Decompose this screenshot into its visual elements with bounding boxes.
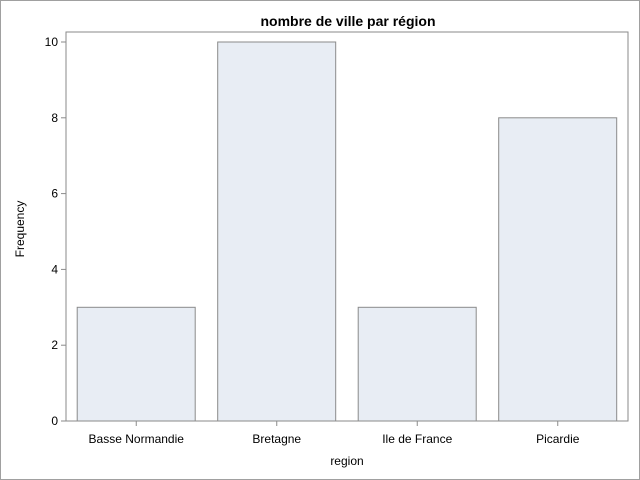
x-axis-ticks: Basse Normandie Bretagne Ile de France Pica… — [89, 421, 580, 446]
bar-ile-de-france — [357, 306, 477, 422]
y-tick-label: 6 — [51, 187, 58, 201]
y-tick-label: 10 — [45, 35, 59, 49]
x-tick-label: Ile de France — [382, 432, 452, 446]
x-tick-label: Bretagne — [252, 432, 301, 446]
chart-title: nombre de ville par région — [260, 13, 435, 29]
y-tick-label: 0 — [51, 414, 58, 428]
x-tick-label: Picardie — [536, 432, 580, 446]
x-tick-label: Basse Normandie — [89, 432, 185, 446]
bars-group — [76, 41, 618, 422]
y-axis-ticks: 0 2 4 6 8 10 — [45, 35, 66, 428]
x-axis-label: region — [330, 454, 363, 468]
bar-basse-normandie — [76, 306, 196, 422]
y-tick-label: 4 — [51, 262, 58, 276]
y-tick-label: 8 — [51, 111, 58, 125]
bar-bretagne — [217, 41, 337, 422]
bar-picardie — [498, 117, 618, 422]
y-tick-label: 2 — [51, 338, 58, 352]
y-axis-label: Frequency — [13, 201, 27, 258]
